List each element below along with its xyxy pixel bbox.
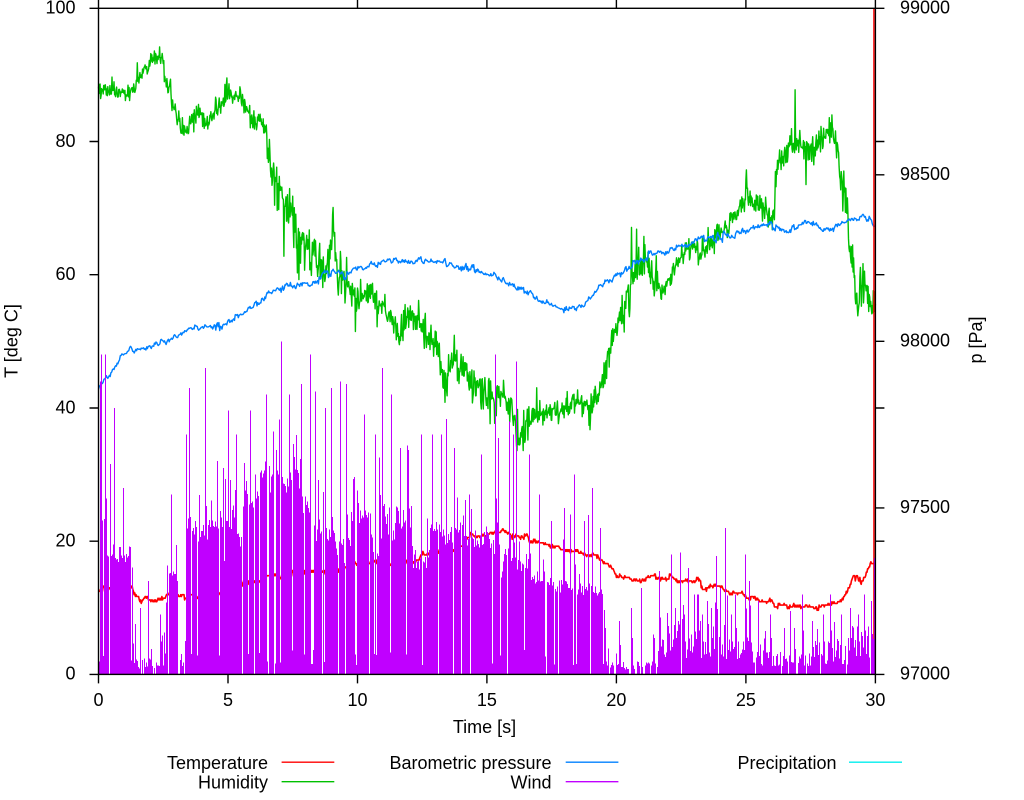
- svg-text:97000: 97000: [900, 664, 950, 684]
- svg-text:30: 30: [865, 690, 885, 710]
- svg-text:98000: 98000: [900, 331, 950, 351]
- svg-text:97500: 97500: [900, 497, 950, 517]
- svg-text:20: 20: [606, 690, 626, 710]
- svg-text:T [deg C]: T [deg C]: [2, 304, 22, 378]
- svg-text:Humidity: Humidity: [198, 773, 268, 793]
- svg-text:98500: 98500: [900, 164, 950, 184]
- svg-text:0: 0: [65, 664, 75, 684]
- svg-text:Temperature: Temperature: [167, 753, 268, 773]
- svg-text:15: 15: [477, 690, 497, 710]
- svg-text:5: 5: [223, 690, 233, 710]
- svg-text:80: 80: [55, 131, 75, 151]
- svg-text:0: 0: [93, 690, 103, 710]
- svg-text:99000: 99000: [900, 0, 950, 18]
- svg-text:Wind: Wind: [510, 773, 551, 793]
- svg-text:Barometric pressure: Barometric pressure: [389, 753, 551, 773]
- svg-text:25: 25: [736, 690, 756, 710]
- svg-text:10: 10: [347, 690, 367, 710]
- svg-text:Precipitation: Precipitation: [737, 753, 836, 773]
- svg-text:p [Pa]: p [Pa]: [966, 316, 986, 363]
- svg-text:100: 100: [45, 0, 75, 18]
- svg-text:20: 20: [55, 531, 75, 551]
- svg-text:60: 60: [55, 264, 75, 284]
- svg-text:40: 40: [55, 397, 75, 417]
- svg-text:Time [s]: Time [s]: [453, 717, 516, 737]
